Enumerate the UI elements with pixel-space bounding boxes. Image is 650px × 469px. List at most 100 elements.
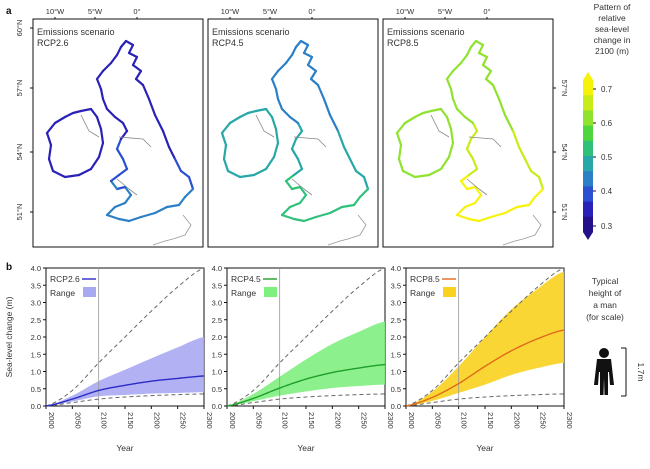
gb-coast-segment bbox=[183, 187, 195, 199]
ireland-coast-segment bbox=[447, 141, 455, 159]
x-tick-label: 2300 bbox=[386, 412, 395, 429]
gb-coast-segment bbox=[167, 145, 177, 161]
gb-coast-segment bbox=[288, 115, 300, 125]
land-border bbox=[468, 136, 502, 148]
gb-coast-segment bbox=[497, 97, 507, 117]
gb-coast-segment bbox=[445, 77, 453, 91]
x-tick-label: 2250 bbox=[179, 412, 188, 429]
y-tick-label: 1.5 bbox=[391, 350, 401, 359]
gb-coast-segment bbox=[284, 173, 296, 183]
gb-coast-segment bbox=[296, 121, 304, 133]
gb-coast-segment bbox=[109, 179, 119, 191]
lon-tick-label: 5°W bbox=[263, 7, 278, 16]
y-tick-label: 2.5 bbox=[391, 316, 401, 325]
gb-coast-segment bbox=[481, 55, 489, 67]
gb-coast-segment bbox=[290, 45, 298, 57]
gb-coast-segment bbox=[467, 167, 479, 177]
ireland-coast-segment bbox=[45, 121, 57, 135]
gb-coast-segment bbox=[105, 213, 121, 221]
gb-coast-segment bbox=[117, 217, 131, 223]
x-tick-label: 2050 bbox=[73, 412, 82, 429]
gb-coast-segment bbox=[141, 83, 151, 101]
gb-coast-segment bbox=[306, 55, 314, 67]
gb-coast-segment bbox=[280, 213, 296, 221]
colorbar-title-line: Pattern of bbox=[594, 2, 631, 12]
ireland-coast-segment bbox=[421, 109, 433, 115]
ireland-coast-segment bbox=[395, 131, 403, 147]
ireland-coast-segment bbox=[63, 111, 75, 119]
legend-series-label: RCP8.5 bbox=[410, 274, 440, 284]
gb-coast-segment bbox=[117, 167, 129, 177]
lon-tick-label: 5°W bbox=[88, 7, 103, 16]
gb-coast-segment bbox=[459, 173, 471, 183]
land-border bbox=[80, 114, 100, 138]
y-tick-label: 4.0 bbox=[391, 264, 401, 273]
gb-coast-segment bbox=[517, 145, 527, 161]
range-band bbox=[227, 321, 385, 406]
median-line bbox=[405, 329, 565, 407]
ireland-coast-segment bbox=[427, 167, 443, 177]
ireland-coast-segment bbox=[228, 115, 242, 125]
gb-coast-segment bbox=[276, 97, 284, 111]
ireland-coast-segment bbox=[264, 107, 274, 119]
ireland-coast-segment bbox=[47, 143, 53, 161]
gb-coast-segment bbox=[119, 39, 128, 49]
x-tick-label: 2150 bbox=[307, 412, 316, 429]
gb-coast-segment bbox=[298, 193, 308, 205]
gb-coast-segment bbox=[270, 77, 278, 91]
gb-coast-segment bbox=[467, 217, 481, 223]
gb-coast-segment bbox=[127, 51, 139, 59]
lat-tick-label: 51°N bbox=[15, 204, 24, 221]
x-tick-label: 2100 bbox=[100, 412, 109, 429]
x-tick-label: 2200 bbox=[152, 412, 161, 429]
ireland-coast-segment bbox=[403, 115, 417, 125]
map-scenario: RCP4.5 bbox=[212, 38, 244, 48]
gb-coast-segment bbox=[309, 69, 318, 81]
legend-band-swatch bbox=[443, 287, 456, 297]
map-title: Emissions scenario bbox=[212, 27, 290, 37]
ireland-coast-segment bbox=[397, 143, 403, 161]
panel-label-b: b bbox=[6, 262, 12, 273]
colorbar-title-line: change in bbox=[594, 35, 631, 45]
gb-coast-segment bbox=[314, 211, 332, 219]
gb-coast-segment bbox=[465, 137, 473, 151]
dashed-lower-line bbox=[45, 393, 205, 407]
x-tick-label: 2250 bbox=[539, 412, 548, 429]
gb-coast-segment bbox=[131, 63, 143, 73]
gb-coast-segment bbox=[463, 115, 475, 125]
lon-tick-label: 0° bbox=[483, 7, 490, 16]
gb-coast-segment bbox=[328, 205, 344, 215]
x-tick-label: 2250 bbox=[360, 412, 369, 429]
gb-coast-segment bbox=[348, 157, 358, 173]
map-scenario: RCP8.5 bbox=[387, 38, 419, 48]
gb-coast-segment bbox=[105, 107, 117, 119]
gb-coast-segment bbox=[459, 53, 469, 65]
ireland-coast-segment bbox=[89, 155, 101, 171]
colorbar-segment bbox=[583, 95, 593, 111]
gb-coast-segment bbox=[95, 69, 105, 81]
colorbar-segment bbox=[583, 216, 593, 233]
gb-coast-segment bbox=[302, 215, 318, 223]
gb-coast-segment bbox=[127, 43, 135, 55]
gb-coast-segment bbox=[109, 173, 121, 183]
gb-coast-segment bbox=[302, 43, 310, 55]
gb-coast-segment bbox=[309, 77, 320, 87]
y-tick-label: 0.0 bbox=[391, 402, 401, 411]
ireland-coast-segment bbox=[397, 157, 405, 173]
panel-label-a: a bbox=[6, 6, 12, 17]
ireland-coast-segment bbox=[53, 115, 67, 125]
y-tick-label: 0.5 bbox=[31, 385, 41, 394]
ireland-coast-segment bbox=[439, 107, 449, 119]
gb-coast-segment bbox=[455, 213, 471, 221]
gb-coast-segment bbox=[123, 193, 133, 205]
gb-coast-segment bbox=[280, 205, 292, 217]
x-tick-label: 2150 bbox=[486, 412, 495, 429]
ireland-coast-segment bbox=[226, 169, 242, 179]
gb-coast-segment bbox=[471, 121, 479, 133]
height-label: 1.7m bbox=[636, 363, 646, 382]
lat-tick-label: 60°N bbox=[15, 20, 24, 37]
y-tick-label: 1.0 bbox=[31, 368, 41, 377]
ireland-coast-segment bbox=[71, 109, 83, 115]
gb-coast-segment bbox=[95, 77, 103, 91]
